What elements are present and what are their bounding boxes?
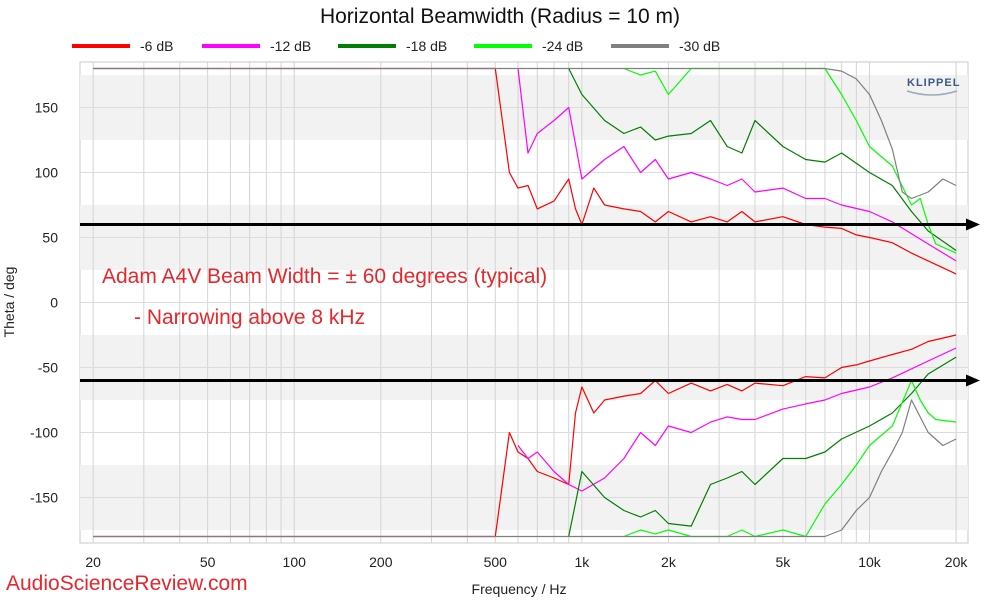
x-axis-label: Frequency / Hz bbox=[472, 581, 567, 597]
x-tick-label: 2k bbox=[661, 554, 677, 570]
x-tick-label: 100 bbox=[283, 554, 307, 570]
series-line-2-lower bbox=[517, 347, 957, 492]
x-tick-label: 50 bbox=[200, 554, 216, 570]
legend-label-4: -24 dB bbox=[542, 38, 583, 54]
x-tick-label: 1k bbox=[574, 554, 590, 570]
y-tick-label: 100 bbox=[35, 165, 59, 181]
chart-title: Horizontal Beamwidth (Radius = 10 m) bbox=[320, 5, 680, 28]
x-tick-label: 200 bbox=[369, 554, 393, 570]
annotation-beamwidth: Adam A4V Beam Width = ± 60 degrees (typi… bbox=[102, 265, 547, 288]
legend-label-5: -30 dB bbox=[679, 38, 720, 54]
klippel-logo: KLIPPEL bbox=[906, 77, 960, 96]
legend: -6 dB -12 dB -18 dB -24 dB -30 dB bbox=[72, 38, 720, 54]
x-tick-label: 20k bbox=[945, 554, 969, 570]
series-line-5-upper bbox=[93, 67, 957, 200]
y-axis-label: Theta / deg bbox=[1, 267, 17, 338]
x-tick-labels: 20 50 100 200 500 1k 2k 5k 10k 20k bbox=[85, 554, 968, 570]
reference-arrowhead-1 bbox=[966, 218, 980, 231]
series-lines bbox=[93, 67, 957, 538]
y-tick-label: -150 bbox=[30, 490, 58, 506]
series-line-2-upper bbox=[517, 68, 957, 262]
y-tick-label: -100 bbox=[30, 425, 58, 441]
legend-label-2: -12 dB bbox=[270, 38, 311, 54]
reference-lines bbox=[80, 218, 980, 387]
series-line-3-lower bbox=[568, 356, 957, 537]
y-tick-label: -50 bbox=[38, 360, 58, 376]
x-tick-label: 5k bbox=[776, 554, 792, 570]
legend-label-1: -6 dB bbox=[140, 38, 173, 54]
series-line-3-upper bbox=[568, 68, 957, 251]
x-tick-label: 10k bbox=[858, 554, 882, 570]
x-tick-label: 500 bbox=[484, 554, 508, 570]
annotation-narrowing: - Narrowing above 8 kHz bbox=[134, 306, 365, 329]
series-line-1-lower bbox=[93, 334, 957, 538]
y-tick-labels: 150 100 50 0 -50 -100 -150 bbox=[30, 100, 58, 506]
klippel-logo-text: KLIPPEL bbox=[907, 77, 960, 89]
reference-arrowhead-2 bbox=[966, 374, 980, 387]
y-tick-label: 0 bbox=[50, 295, 58, 311]
watermark: AudioScienceReview.com bbox=[6, 572, 248, 595]
series-line-5-lower bbox=[93, 399, 957, 538]
y-tick-label: 50 bbox=[42, 230, 58, 246]
series-line-1-upper bbox=[93, 67, 957, 275]
grid bbox=[80, 62, 968, 543]
legend-label-3: -18 dB bbox=[406, 38, 447, 54]
y-tick-label: 150 bbox=[35, 100, 59, 116]
x-tick-label: 20 bbox=[85, 554, 101, 570]
